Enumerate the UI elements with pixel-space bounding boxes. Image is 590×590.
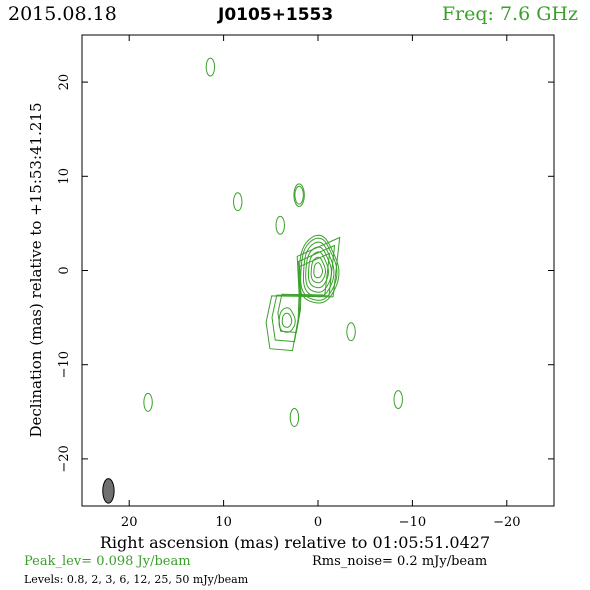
y-tick-label: 20 — [57, 74, 72, 91]
plot-frame — [81, 34, 555, 507]
core-contour — [298, 234, 340, 304]
island-contour — [293, 183, 305, 207]
island-contour — [294, 185, 304, 205]
beam-layer — [102, 478, 115, 504]
island-contour — [233, 192, 243, 212]
y-tick-label: −10 — [57, 351, 72, 378]
y-tick-label: −20 — [57, 445, 72, 472]
beam-ellipse — [102, 478, 115, 504]
knot-contour — [281, 312, 293, 328]
peak-level: Peak_lev= 0.098 Jy/beam — [24, 554, 191, 569]
island-contour — [205, 57, 216, 77]
y-tick-label: 10 — [57, 168, 72, 185]
axis-ticks: 20 10 0 −10 −20 20 10 0 −10 −20 — [57, 35, 554, 530]
core-contour — [305, 246, 332, 293]
core-contour — [310, 256, 326, 284]
island-contour — [393, 390, 403, 410]
x-tick-label: −20 — [493, 515, 520, 530]
x-tick-label: 20 — [121, 515, 138, 530]
jet-contour — [271, 244, 336, 343]
y-axis-label: Declination (mas) relative to +15:53:41.… — [27, 102, 45, 438]
jet-contour — [265, 236, 341, 352]
core-contour — [307, 251, 329, 289]
observation-date: 2015.08.18 — [8, 3, 117, 25]
source-name: J0105+1553 — [218, 5, 334, 25]
frequency-label: Freq: 7.6 GHz — [441, 3, 578, 25]
island-contour — [289, 408, 300, 427]
island-contour — [346, 322, 356, 342]
contour-layer — [143, 57, 403, 427]
x-tick-label: −10 — [399, 515, 426, 530]
knot-contour — [278, 307, 296, 333]
x-tick-label: 0 — [314, 515, 322, 530]
y-tick-label: 0 — [57, 266, 72, 274]
island-contour — [143, 392, 153, 412]
x-axis-label: Right ascension (mas) relative to 01:05:… — [99, 533, 491, 552]
island-contour — [275, 215, 285, 235]
core-contour — [313, 262, 323, 279]
contour-levels: Levels: 0.8, 2, 3, 6, 12, 25, 50 mJy/bea… — [24, 573, 249, 586]
rms-noise: Rms_noise= 0.2 mJy/beam — [312, 554, 488, 569]
x-tick-label: 10 — [215, 515, 232, 530]
